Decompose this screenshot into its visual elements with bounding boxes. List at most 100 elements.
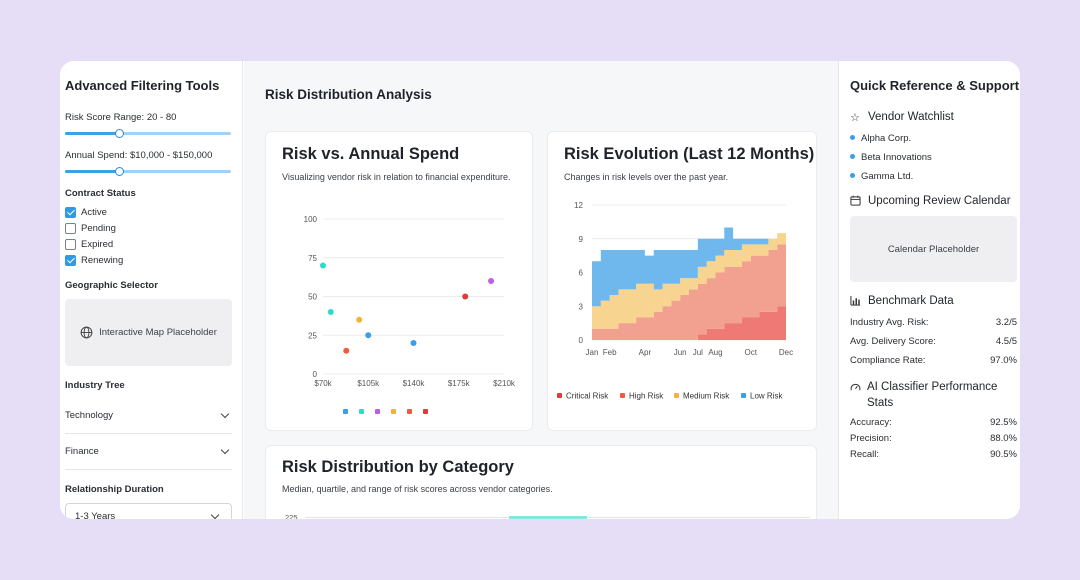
filter-sidebar: Advanced Filtering Tools Risk Score Rang… — [60, 61, 243, 519]
scatter-y-tick: 100 — [304, 215, 318, 224]
area-legend-item: Medium Risk — [674, 392, 730, 401]
benchmark-title: Benchmark Data — [868, 295, 954, 307]
ai-stat-row: Accuracy: 92.5% — [850, 417, 1017, 428]
reference-sidebar: Quick Reference & Support ☆ Vendor Watch… — [838, 61, 1020, 519]
scatter-legend-swatch — [343, 409, 348, 414]
area-y-tick: 9 — [579, 235, 584, 244]
area-legend-label: Low Risk — [750, 392, 783, 401]
area-x-tick: Dec — [779, 348, 793, 357]
area-x-tick: Feb — [603, 348, 617, 357]
industry-tree-label: Industry Tree — [65, 380, 125, 391]
expired-checkbox[interactable] — [65, 239, 76, 250]
status-option-label: Renewing — [81, 255, 124, 266]
review-calendar-heading: Upcoming Review Calendar — [850, 195, 1011, 209]
chevron-down-icon — [210, 510, 220, 519]
pending-checkbox[interactable] — [65, 223, 76, 234]
scatter-legend-swatch — [375, 409, 380, 414]
scatter-point — [356, 316, 363, 323]
category-box — [509, 516, 587, 519]
area-chart: 0 3 6 9 12 Jan Feb Apr Jun Jul Aug Oct Dec Critical R… — [557, 201, 793, 401]
watchlist-item[interactable]: Gamma Ltd. — [850, 171, 913, 182]
annual-spend-slider-fill — [65, 170, 120, 173]
chevron-down-icon — [220, 409, 230, 419]
status-option-renewing[interactable]: Renewing — [65, 255, 225, 269]
category-chart-subtitle: Median, quartile, and range of risk scor… — [282, 484, 553, 494]
area-y-tick: 0 — [579, 336, 584, 345]
interactive-map[interactable]: Interactive Map Placeholder — [65, 299, 232, 366]
category-chart-title: Risk Distribution by Category — [282, 458, 514, 476]
contract-status-label: Contract Status — [65, 188, 136, 199]
scatter-point — [462, 293, 469, 300]
area-y-tick: 3 — [579, 302, 584, 311]
area-legend-item: Critical Risk — [557, 392, 609, 401]
vendor-watchlist-heading: ☆ Vendor Watchlist — [850, 111, 954, 124]
risk-score-range-label: Risk Score Range: 20 - 80 — [65, 112, 177, 123]
status-option-expired[interactable]: Expired — [65, 239, 225, 253]
area-legend-label: Medium Risk — [683, 392, 730, 401]
scatter-legend-swatch — [423, 409, 428, 414]
renewing-checkbox[interactable] — [65, 255, 76, 266]
area-legend-item: Low Risk — [741, 392, 783, 401]
scatter-chart-card: Risk vs. Annual Spend Visualizing vendor… — [265, 131, 533, 431]
scatter-point — [327, 309, 334, 315]
scatter-x-tick: $70k — [314, 379, 332, 388]
map-placeholder-text: Interactive Map Placeholder — [99, 327, 217, 338]
scatter-point — [365, 332, 372, 339]
area-y-tick: 12 — [574, 201, 583, 210]
risk-score-slider[interactable] — [65, 129, 231, 138]
scatter-y-tick: 75 — [308, 254, 317, 263]
area-x-tick: Jul — [693, 348, 703, 357]
risk-score-slider-fill — [65, 132, 120, 135]
relationship-duration-value: 1-3 Years — [75, 510, 116, 520]
area-x-tick: Oct — [745, 348, 758, 357]
annual-spend-slider[interactable] — [65, 167, 231, 176]
scatter-x-tick: $140k — [403, 379, 426, 388]
bar-chart-icon — [850, 295, 862, 309]
relationship-duration-label: Relationship Duration — [65, 484, 164, 495]
calendar-placeholder-text: Calendar Placeholder — [887, 243, 980, 255]
benchmark-row: Avg. Delivery Score: 4.5/5 — [850, 336, 1017, 347]
risk-score-slider-thumb[interactable] — [115, 129, 125, 138]
scatter-y-tick: 25 — [308, 331, 317, 340]
active-checkbox[interactable] — [65, 207, 76, 218]
review-calendar[interactable]: Calendar Placeholder — [850, 216, 1017, 282]
relationship-duration-select[interactable]: 1-3 Years — [65, 503, 232, 519]
scatter-x-tick: $105k — [357, 379, 380, 388]
scatter-legend-swatch — [407, 409, 412, 414]
reference-panel-title: Quick Reference & Support — [850, 78, 1020, 93]
chevron-down-icon — [220, 445, 230, 455]
watchlist-item[interactable]: Beta Innovations — [850, 152, 932, 163]
scatter-point — [488, 278, 495, 284]
scatter-y-tick: 0 — [313, 370, 318, 379]
scatter-point — [343, 347, 350, 354]
annual-spend-label: Annual Spend: $10,000 - $150,000 — [65, 150, 213, 161]
scatter-x-tick: $210k — [493, 379, 516, 388]
scatter-chart: 0 25 50 75 100 $70k $105k $140k $175k $210k — [304, 215, 516, 414]
gauge-icon — [850, 379, 861, 398]
ai-stat-row: Precision: 88.0% — [850, 433, 1017, 444]
geographic-selector-label: Geographic Selector — [65, 280, 158, 291]
ai-stats-title: AI Classifier Performance Stats — [867, 381, 998, 409]
area-legend-swatch — [674, 393, 679, 398]
area-x-tick: Jan — [586, 348, 599, 357]
industry-label: Technology — [65, 410, 114, 421]
app-window: Advanced Filtering Tools Risk Score Rang… — [60, 61, 1020, 519]
status-option-active[interactable]: Active — [65, 207, 225, 221]
area-y-tick: 6 — [579, 269, 584, 278]
annual-spend-slider-thumb[interactable] — [115, 167, 125, 176]
scatter-legend-swatch — [391, 409, 396, 414]
status-option-pending[interactable]: Pending — [65, 223, 225, 237]
calendar-title: Upcoming Review Calendar — [868, 195, 1011, 207]
industry-finance-toggle[interactable]: Finance — [65, 434, 232, 470]
area-series-critical-risk — [592, 300, 786, 340]
scatter-chart-subtitle: Visualizing vendor risk in relation to f… — [282, 172, 511, 182]
calendar-icon — [850, 195, 862, 209]
area-chart-card: Risk Evolution (Last 12 Months) Changes … — [547, 131, 817, 431]
main-content: Risk Distribution Analysis Risk vs. Annu… — [244, 61, 838, 519]
industry-technology-toggle[interactable]: Technology — [65, 398, 232, 434]
watchlist-item[interactable]: Alpha Corp. — [850, 133, 911, 144]
watchlist-title: Vendor Watchlist — [868, 111, 954, 123]
benchmark-heading: Benchmark Data — [850, 295, 954, 309]
category-y-tick: 225 — [285, 513, 298, 519]
star-icon: ☆ — [850, 112, 860, 124]
